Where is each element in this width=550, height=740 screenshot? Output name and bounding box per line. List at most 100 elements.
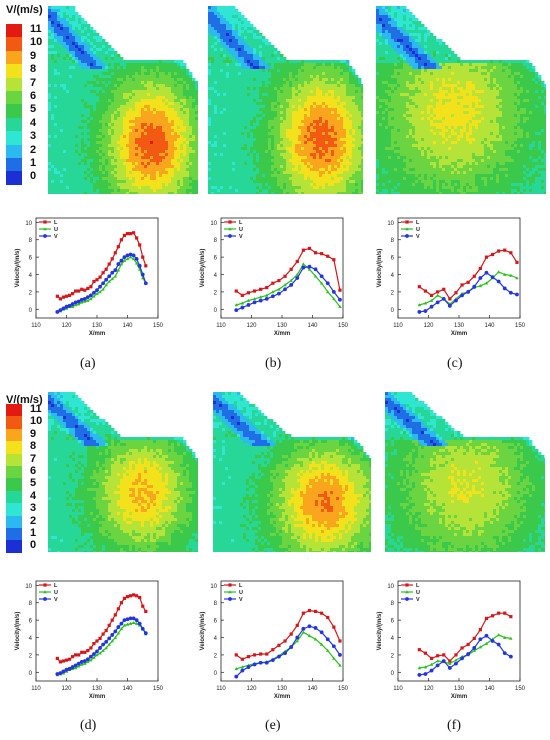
velocity-field-b: [208, 6, 363, 194]
data-point-L: [89, 285, 93, 289]
data-point-V: [55, 672, 60, 676]
velocity-chart-b: 0 2 4 6 8 10 110 120 130 140 150 X/mm Velocity/(m/s)…: [200, 217, 349, 337]
data-point-L: [107, 623, 111, 627]
data-point-U: [107, 642, 111, 646]
data-point-L: [119, 601, 123, 605]
data-point-U: [454, 658, 458, 662]
data-point-V: [234, 308, 239, 313]
y-tick-label: 8: [391, 238, 395, 244]
data-point-U: [70, 304, 75, 308]
data-point-L: [61, 295, 66, 299]
y-tick-label: 6: [214, 619, 218, 625]
data-point-V: [85, 657, 90, 662]
data-point-U: [101, 287, 105, 291]
data-point-L: [110, 618, 114, 622]
data-point-L: [497, 611, 501, 615]
data-point-U: [128, 255, 133, 259]
x-tick-label: 120: [246, 323, 257, 329]
x-tick-label: 130: [92, 323, 103, 329]
data-point-U: [332, 297, 336, 301]
data-point-L: [301, 611, 305, 615]
data-point-L: [503, 248, 507, 252]
plot-frame: [220, 580, 344, 682]
data-point-V: [131, 616, 136, 621]
velocity-field-e: [213, 392, 371, 552]
data-point-L: [265, 285, 269, 290]
data-point-L: [138, 595, 142, 600]
colorbar-level-label: 5: [30, 103, 37, 116]
data-point-U: [116, 631, 121, 635]
data-point-V: [283, 651, 287, 656]
data-point-V: [98, 284, 102, 289]
data-point-V: [478, 276, 483, 280]
y-tick-label: 10: [387, 221, 394, 227]
data-point-U: [80, 662, 84, 666]
data-point-L: [101, 632, 105, 636]
data-point-V: [240, 305, 245, 310]
data-point-L: [55, 294, 59, 298]
y-tick-label: 6: [214, 256, 218, 262]
x-tick-label: 120: [423, 686, 434, 692]
data-point-L: [74, 289, 78, 293]
data-point-V: [283, 287, 287, 292]
x-tick-label: 120: [61, 686, 72, 692]
panel-label-c: (c): [447, 356, 463, 371]
data-point-V: [119, 258, 124, 263]
data-point-V: [76, 299, 81, 304]
data-point-L: [77, 653, 81, 657]
x-tick-label: 150: [153, 686, 164, 692]
data-point-L: [442, 653, 446, 657]
series-line-V: [419, 635, 512, 676]
series-line-V: [235, 625, 341, 678]
y-tick-label: 0: [29, 308, 33, 314]
data-point-V: [423, 672, 428, 676]
data-point-V: [490, 275, 495, 280]
data-point-L: [89, 646, 93, 650]
data-point-U: [234, 303, 238, 307]
x-axis-label: X/mm: [89, 331, 105, 337]
data-point-L: [307, 608, 312, 613]
data-point-L: [58, 297, 62, 301]
data-point-V: [460, 293, 464, 298]
data-point-L: [107, 262, 111, 266]
data-point-V: [502, 651, 507, 656]
y-axis-label: Velocity/(m/s): [15, 249, 21, 288]
data-point-U: [417, 666, 422, 670]
data-point-U: [435, 659, 440, 663]
data-point-V: [447, 303, 452, 308]
data-point-V: [104, 639, 109, 644]
data-point-U: [113, 274, 117, 278]
colorbar-level-label: 9: [30, 49, 37, 62]
x-tick-label: 110: [393, 323, 403, 329]
data-point-U: [484, 281, 489, 285]
data-point-L: [64, 294, 69, 298]
colorbar-swatch: [6, 24, 22, 38]
data-point-L: [436, 654, 440, 658]
velocity-chart-f: 0 2 4 6 8 10 110 120 130 140 150 X/mm Velocity/(m/s)…: [377, 580, 526, 700]
data-point-V: [119, 621, 124, 626]
data-point-U: [101, 648, 105, 652]
data-point-V: [264, 296, 269, 301]
data-point-V: [460, 656, 464, 661]
data-point-L: [277, 643, 281, 647]
data-point-V: [466, 290, 471, 294]
colorbar-swatch: [6, 515, 22, 528]
velocity-field-c: [376, 6, 546, 194]
data-point-V: [89, 293, 93, 298]
data-point-V: [67, 303, 72, 308]
data-point-V: [95, 649, 99, 654]
data-point-L: [429, 293, 434, 297]
colorbar-level-label: 1: [30, 527, 37, 539]
y-tick-label: 0: [391, 671, 395, 677]
data-point-V: [92, 652, 96, 656]
y-tick-label: 10: [210, 584, 217, 590]
colorbar-level-label: 11: [30, 403, 42, 415]
data-point-V: [429, 668, 434, 673]
legend-label: L: [416, 583, 420, 589]
plot-frame: [397, 217, 521, 319]
data-point-V: [64, 304, 69, 309]
data-point-U: [86, 660, 90, 664]
data-point-U: [80, 300, 84, 304]
data-point-L: [132, 593, 136, 597]
data-point-U: [313, 637, 318, 641]
